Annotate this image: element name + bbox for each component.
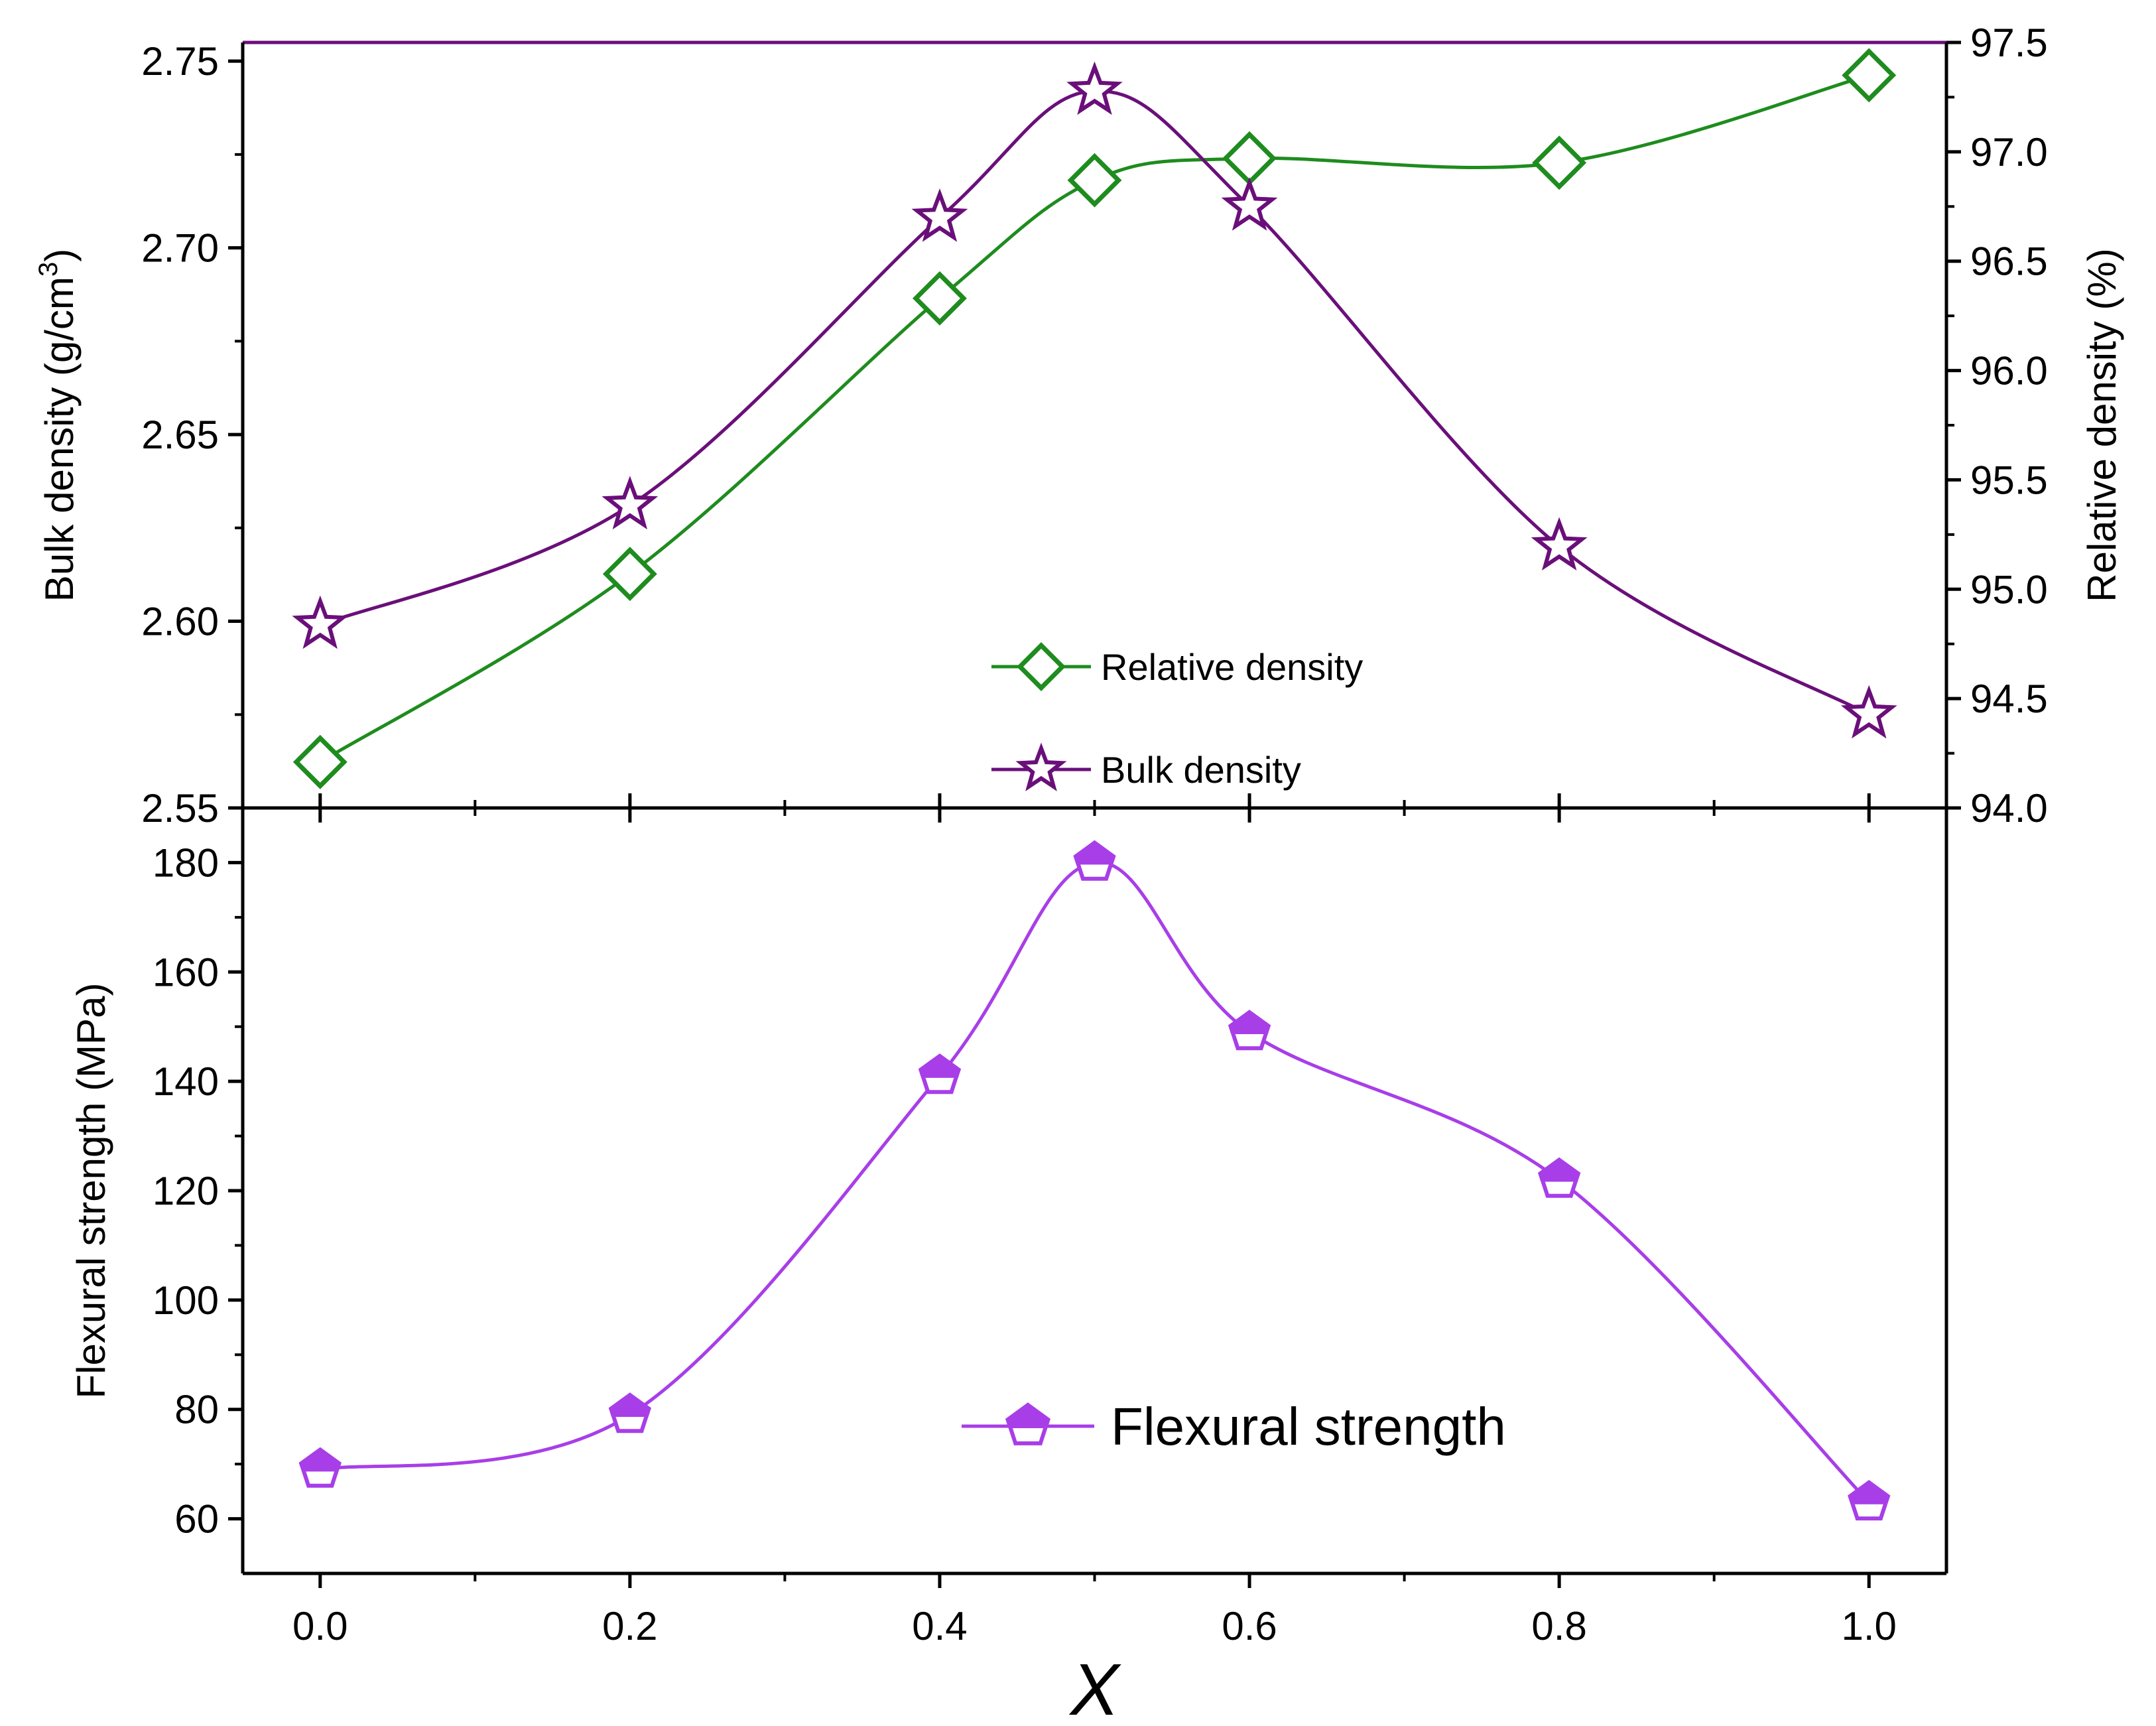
xtick-label: 0.2 <box>602 1604 657 1648</box>
xlabel: X <box>1068 1649 1121 1726</box>
legend-flexural-strength-marker-fill <box>1005 1402 1050 1428</box>
legend-relative-density-label: Relative density <box>1101 646 1363 688</box>
xtick-label: 0.4 <box>912 1604 967 1648</box>
ytick-right-label: 95.5 <box>1970 458 2048 502</box>
relative-density-point <box>292 734 348 789</box>
bulk-density-point <box>1840 685 1897 739</box>
flexural-strength-line <box>320 860 1871 1504</box>
ytick-bottom-label: 80 <box>174 1388 219 1432</box>
ytick-right-label: 97.0 <box>1970 130 2048 174</box>
ylabel-bulk-density: Bulk density (g/cm3) <box>34 249 82 602</box>
ylabel-flexural-strength: Flexural strength (MPa) <box>69 983 113 1399</box>
ytick-bottom-label: 180 <box>153 840 219 885</box>
flexural-strength-point-fill <box>1538 1157 1581 1182</box>
bottom-panel: 60 80 100 120 140 160 180 0.0 0.2 0.4 0.6 0.8 1.0 Fle… <box>69 793 1948 1726</box>
bulk-density-point <box>602 476 659 530</box>
xtick-label: 0.0 <box>292 1604 348 1648</box>
flexural-strength-point-fill <box>1228 1010 1271 1034</box>
relative-density-point <box>602 547 657 602</box>
bulk-density-point <box>1221 177 1278 231</box>
xtick-label: 0.8 <box>1531 1604 1586 1648</box>
relative-density-point <box>1067 153 1122 208</box>
flexural-strength-point-fill <box>1073 840 1116 865</box>
ytick-right-label: 94.0 <box>1970 786 2048 830</box>
flexural-strength-point-fill <box>1848 1480 1891 1504</box>
xtick-label: 0.6 <box>1222 1604 1277 1648</box>
bulk-density-point <box>1531 517 1588 571</box>
legend-flexural-strength-label: Flexural strength <box>1111 1397 1506 1456</box>
ytick-left-label: 2.75 <box>141 39 219 84</box>
ytick-left-label: 2.55 <box>141 786 219 830</box>
ytick-bottom-label: 120 <box>153 1169 219 1213</box>
ytick-right-label: 96.5 <box>1970 239 2048 284</box>
relative-density-point <box>1222 131 1277 186</box>
legend-bulk-density-label: Bulk density <box>1101 749 1301 791</box>
flexural-strength-point-fill <box>298 1447 342 1472</box>
bulk-density-point <box>911 188 968 242</box>
relative-density-point <box>1532 135 1587 190</box>
top-panel: 2.55 2.60 2.65 2.70 2.75 94.0 94.5 95.0 95.5 96.0… <box>34 21 2124 830</box>
ytick-right-label: 95.0 <box>1970 567 2048 612</box>
ytick-right-label: 94.5 <box>1970 677 2048 721</box>
relative-density-point <box>1842 48 1897 103</box>
flexural-strength-point-fill <box>918 1053 962 1078</box>
ytick-bottom-label: 160 <box>153 950 219 994</box>
ytick-bottom-label: 100 <box>153 1278 219 1323</box>
flexural-strength-point-fill <box>608 1392 651 1417</box>
ytick-right-label: 97.5 <box>1970 21 2048 65</box>
ytick-right-label: 96.0 <box>1970 349 2048 393</box>
ytick-left-label: 2.70 <box>141 226 219 271</box>
ytick-left-label: 2.60 <box>141 600 219 644</box>
ytick-bottom-label: 140 <box>153 1059 219 1104</box>
bulk-density-point <box>292 595 349 649</box>
legend-relative-density-marker <box>1017 642 1066 691</box>
bulk-density-point <box>1066 61 1123 115</box>
ylabel-relative-density: Relative density (%) <box>2080 248 2124 602</box>
ytick-bottom-label: 60 <box>174 1497 219 1542</box>
relative-density-point <box>913 271 967 326</box>
legend-bulk-density-marker <box>1015 742 1067 791</box>
xtick-label: 1.0 <box>1842 1604 1897 1648</box>
ytick-left-label: 2.65 <box>141 413 219 457</box>
